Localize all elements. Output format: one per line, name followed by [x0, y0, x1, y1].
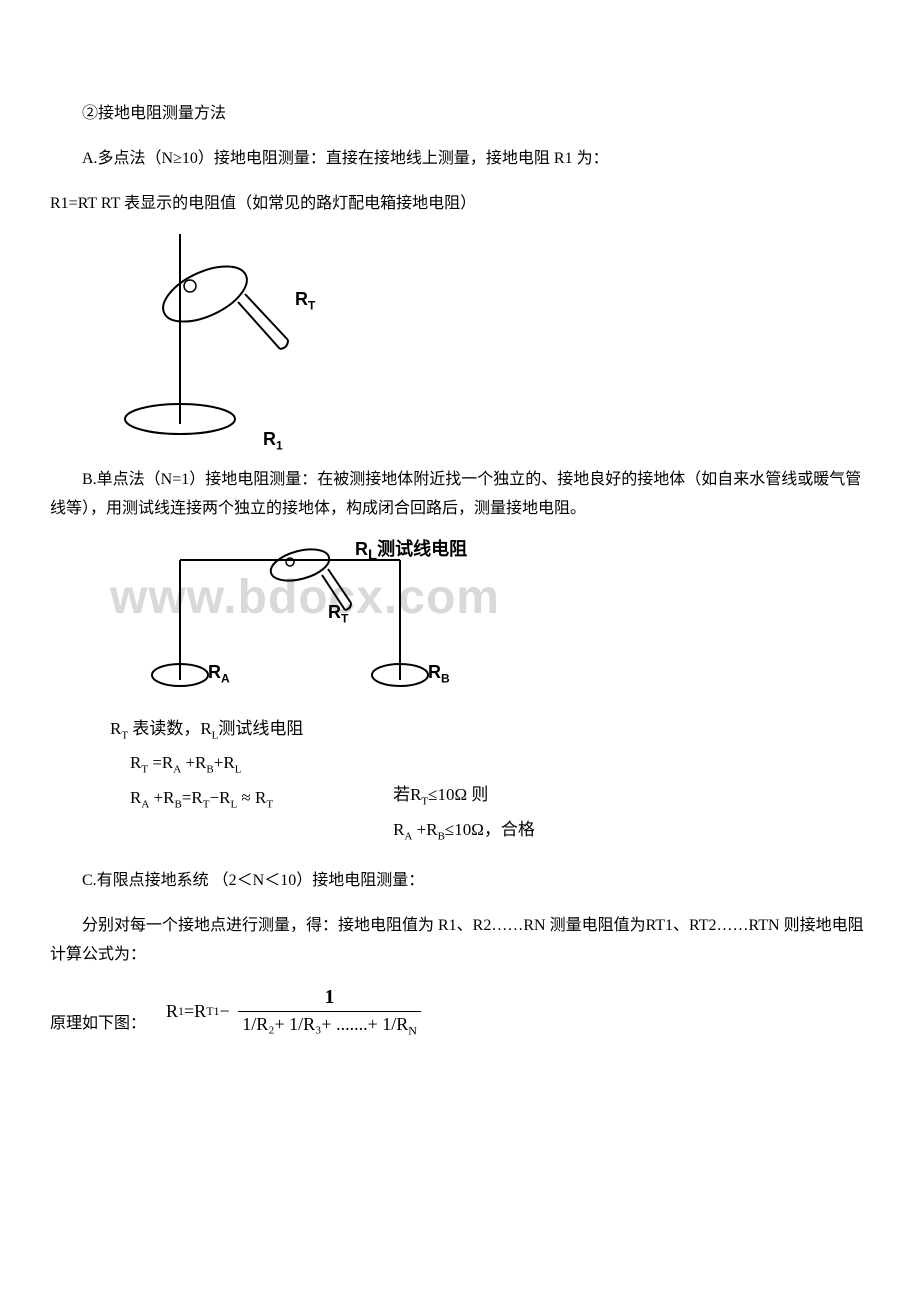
diagram2-rl-label: RL测试线电阻	[355, 535, 467, 564]
diagram2-rt-label: RT	[328, 602, 348, 626]
section-2-title: ②接地电阻测量方法	[50, 100, 870, 129]
math-line-3: RA +RB=RT−RL ≈ RT	[110, 781, 273, 815]
math-right-2: RA +RB≤10Ω，合格	[393, 813, 535, 847]
method-b-text: B.单点法（N=1）接地电阻测量：在被测接地体附近找一个独立的、接地良好的接地体…	[50, 466, 870, 524]
formula-prefix: 原理如下图：	[50, 991, 146, 1033]
diagram1-r1-label: R1	[263, 429, 283, 453]
diagram1-rt-label: RT	[295, 289, 315, 313]
method-c-line1: C.有限点接地系统 （2＜N＜10）接地电阻测量：	[50, 867, 870, 896]
diagram-clamp-single: RT R1	[110, 234, 350, 454]
method-c-line2: 分别对每一个接地点进行测量，得：接地电阻值为 R1、R2……RN 测量电阻值为R…	[50, 912, 870, 970]
diagram2-rb-label: RB	[428, 662, 450, 686]
diagram2-ra-label: RA	[208, 662, 230, 686]
math-line-1: RT 表读数，RL测试线电阻	[110, 712, 870, 746]
math-line-2: RT =RA +RB+RL	[110, 746, 273, 780]
math-right-1: 若RT≤10Ω 则	[393, 778, 535, 812]
math-equations: RT 表读数，RL测试线电阻 RT =RA +RB+RL RA +RB=RT−R…	[110, 712, 870, 847]
formula-main: R1=RT1− 1 1/R₂+ 1/R₃+ .......+ 1/RN	[166, 986, 425, 1039]
method-a-line1: A.多点法（N≥10）接地电阻测量：直接在接地线上测量，接地电阻 R1 为：	[50, 145, 870, 174]
method-a-line2: R1=RT RT 表显示的电阻值（如常见的路灯配电箱接地电阻）	[50, 190, 870, 219]
formula-container: 原理如下图： R1=RT1− 1 1/R₂+ 1/R₃+ .......+ 1/…	[50, 986, 870, 1039]
diagram-clamp-two-point: RL测试线电阻 RT RA RB	[110, 540, 530, 700]
